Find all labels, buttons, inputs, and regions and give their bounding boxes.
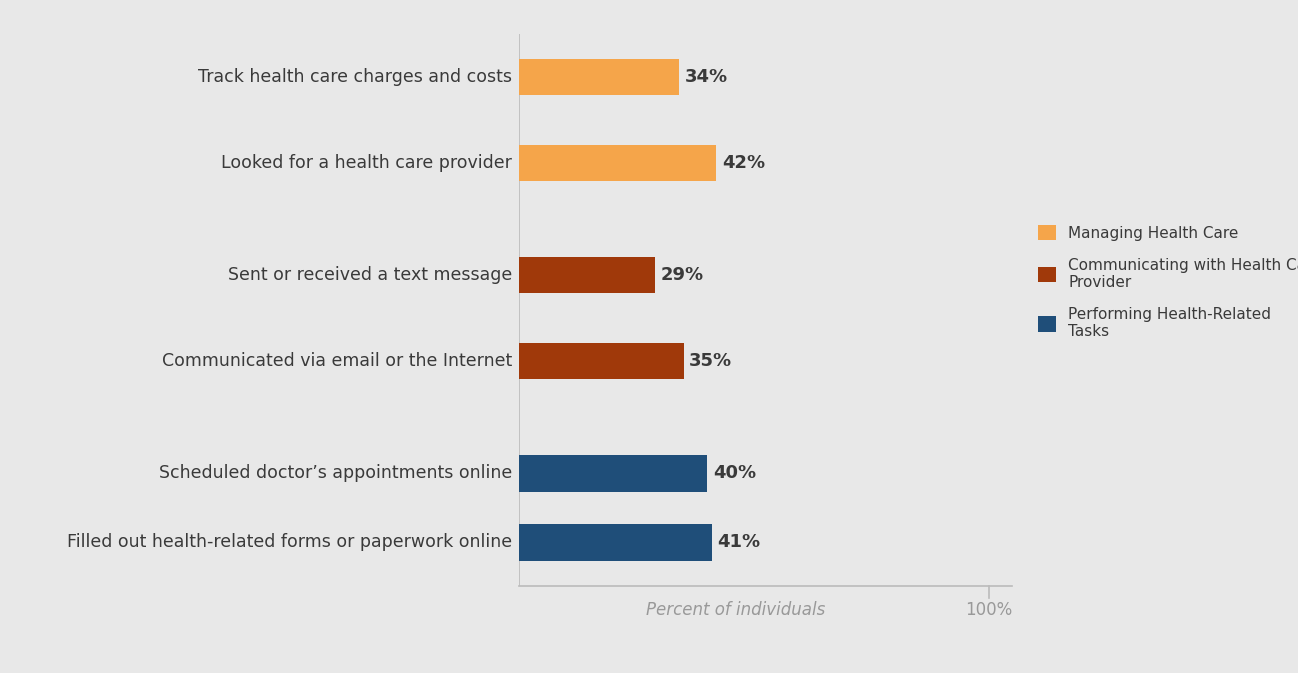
Text: Sent or received a text message: Sent or received a text message xyxy=(228,266,513,284)
Text: Filled out health-related forms or paperwork online: Filled out health-related forms or paper… xyxy=(67,534,513,551)
Bar xyxy=(519,343,684,380)
Bar xyxy=(519,145,716,181)
Text: Communicated via email or the Internet: Communicated via email or the Internet xyxy=(162,353,513,370)
Bar xyxy=(519,456,707,491)
Text: 41%: 41% xyxy=(718,534,761,551)
Text: Track health care charges and costs: Track health care charges and costs xyxy=(199,68,513,85)
Text: 29%: 29% xyxy=(661,266,705,284)
Bar xyxy=(519,524,711,561)
Text: 42%: 42% xyxy=(722,154,766,172)
Bar xyxy=(519,59,679,95)
Bar xyxy=(519,257,655,293)
Text: Looked for a health care provider: Looked for a health care provider xyxy=(221,154,513,172)
Text: 34%: 34% xyxy=(684,68,728,85)
Text: 35%: 35% xyxy=(689,353,732,370)
Text: 100%: 100% xyxy=(966,601,1012,619)
Text: Scheduled doctor’s appointments online: Scheduled doctor’s appointments online xyxy=(158,464,513,483)
Text: Percent of individuals: Percent of individuals xyxy=(645,601,826,619)
Text: 40%: 40% xyxy=(713,464,755,483)
Legend: Managing Health Care, Communicating with Health Care
Provider, Performing Health: Managing Health Care, Communicating with… xyxy=(1029,217,1298,347)
